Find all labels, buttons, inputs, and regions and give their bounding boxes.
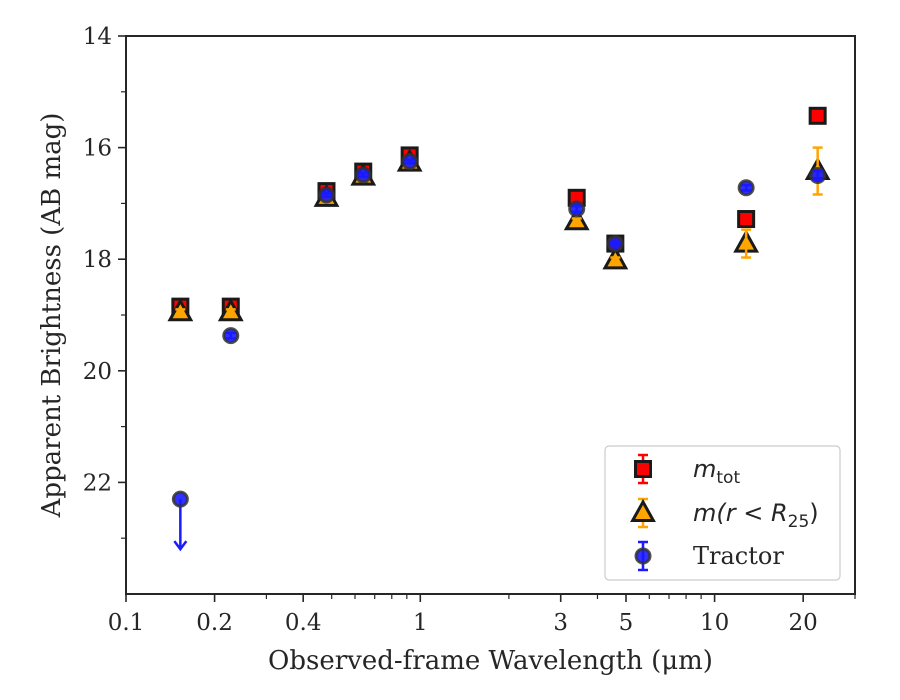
series-2 — [171, 153, 827, 552]
legend-label-subscript: tot — [716, 468, 740, 488]
x-tick-label: 5 — [619, 610, 634, 636]
x-tick-label: 10 — [700, 610, 729, 636]
circle-marker — [171, 490, 189, 508]
y-tick-label: 14 — [83, 24, 112, 50]
x-tick-label: 20 — [789, 610, 818, 636]
legend-label-tail: ) — [809, 499, 818, 527]
legend-entry: m(r < R25) — [630, 497, 819, 532]
legend-square-marker — [634, 460, 652, 478]
axis-ticks: 0.1 0.2 0.4 1 3 5 10 20 14 16 18 20 22 — [83, 24, 856, 636]
legend-box — [604, 445, 841, 581]
x-axis-label: Observed-frame Wavelength (μm) — [268, 646, 713, 676]
x-tick-label: 3 — [553, 610, 568, 636]
legend-label: mtot — [693, 455, 740, 488]
x-tick-label: 0.4 — [285, 610, 322, 636]
plot-frame — [125, 35, 856, 595]
y-tick-label: 16 — [83, 136, 112, 162]
y-axis-label: Apparent Brightness (AB mag) — [37, 113, 67, 519]
y-tick-label: 18 — [83, 247, 112, 273]
legend-label-subscript: 25 — [788, 512, 810, 532]
series-0 — [171, 106, 827, 316]
legend-label-main: m — [693, 455, 716, 483]
legend-label-main: Tractor — [693, 542, 784, 570]
legend-label: m(r < R25) — [693, 499, 819, 532]
legend: mtot m(r < R25) Tractor — [604, 445, 841, 581]
data-marks — [167, 106, 831, 552]
series-1 — [167, 146, 831, 322]
legend-entry: mtot — [634, 453, 740, 488]
legend-triangle-marker — [630, 498, 656, 522]
upper-limit-arrowhead — [173, 540, 188, 552]
x-tick-label: 0.1 — [108, 610, 145, 636]
legend-circle-marker — [634, 547, 652, 565]
x-tick-label: 1 — [413, 610, 428, 636]
legend-label-main: m(r < R — [693, 499, 788, 527]
x-tick-label: 0.2 — [196, 610, 233, 636]
legend-label: Tractor — [693, 542, 784, 570]
legend-entry: Tractor — [634, 540, 784, 572]
y-tick-label: 20 — [83, 359, 112, 385]
y-tick-label: 22 — [83, 470, 112, 496]
